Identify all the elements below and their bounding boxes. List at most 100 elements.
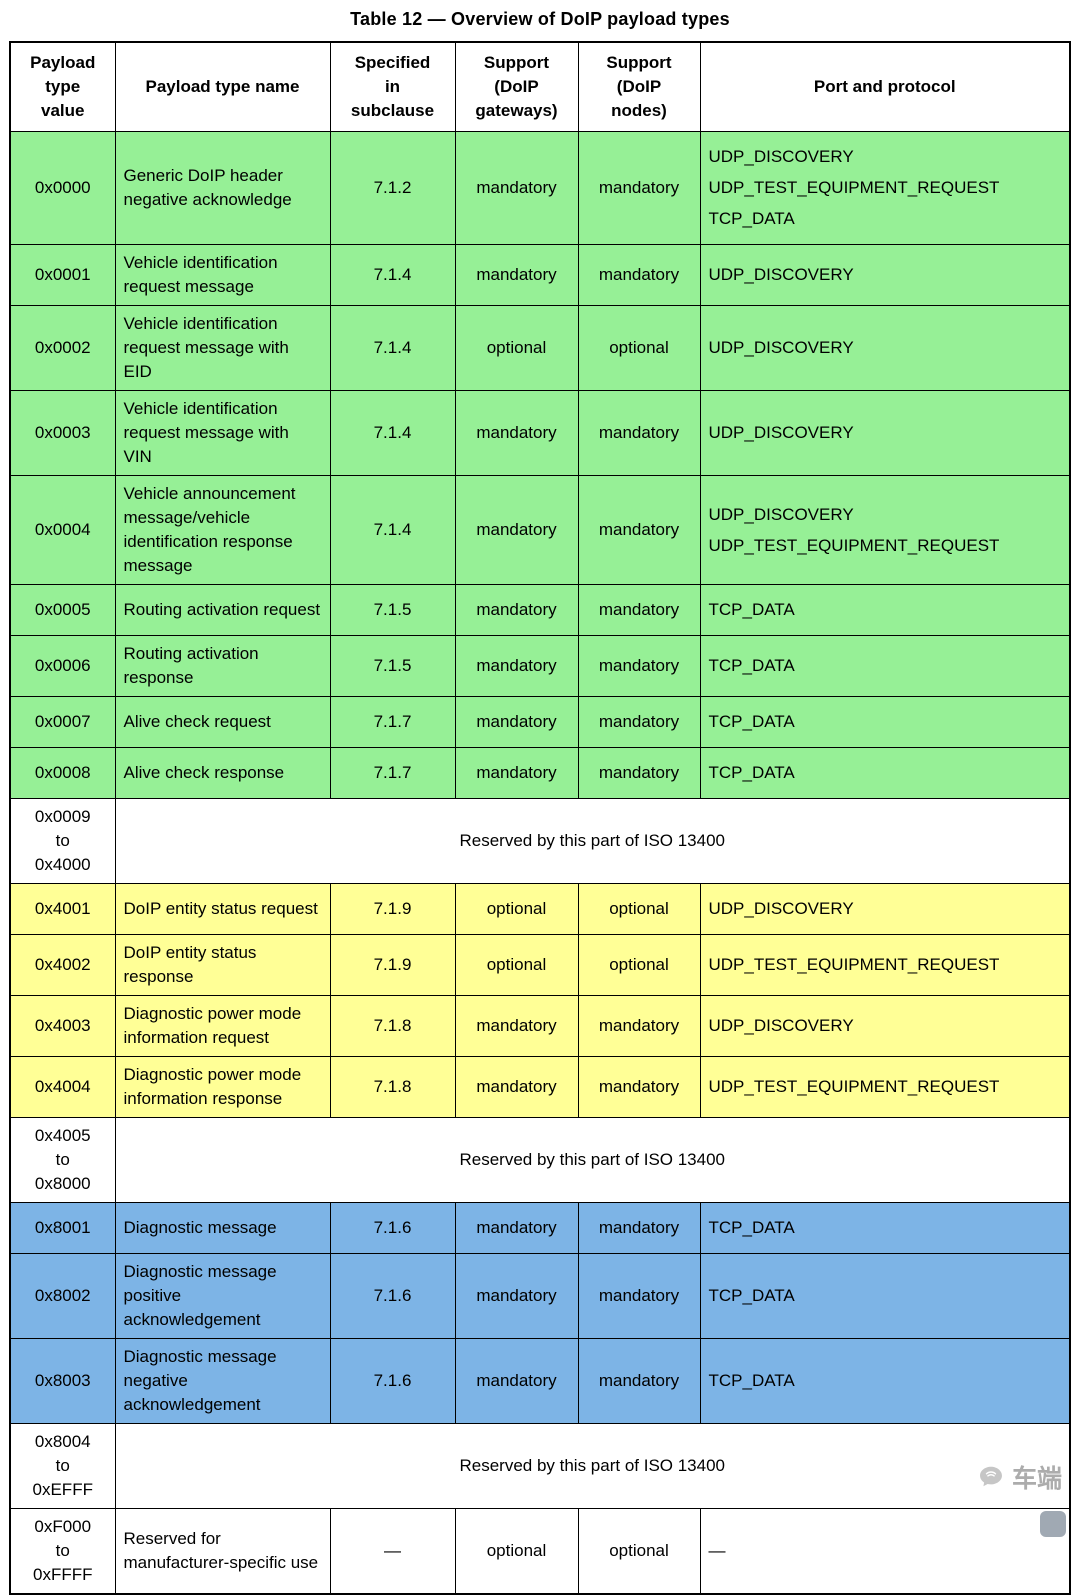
- reserved-cell: Reserved by this part of ISO 13400: [114, 798, 1071, 884]
- port-protocol-entry: UDP_DISCOVERY: [708, 423, 854, 442]
- support-nodes-cell: mandatory: [577, 747, 701, 799]
- subclause-cell: 7.1.6: [329, 1202, 456, 1254]
- wechat-bubble-icon: [977, 1463, 1005, 1491]
- port-protocol-entry: UDP_TEST_EQUIPMENT_REQUEST: [708, 1077, 1000, 1096]
- payload-type-name-cell: Routing activation request: [114, 584, 331, 636]
- payload-type-name-cell: Vehicle identification request message w…: [114, 305, 331, 391]
- support-gateways-cell: mandatory: [454, 696, 579, 748]
- port-protocol-cell: TCP_DATA: [699, 1253, 1071, 1339]
- support-nodes-cell: mandatory: [577, 584, 701, 636]
- subclause-cell: 7.1.5: [329, 584, 456, 636]
- subclause-cell: 7.1.8: [329, 1056, 456, 1118]
- support-nodes-cell: mandatory: [577, 995, 701, 1057]
- table-row: 0x8004 to 0xEFFF Reserved by this part of…: [9, 1423, 1071, 1509]
- port-protocol-cell: UDP_DISCOVERY: [699, 244, 1071, 306]
- table-row: 0x8003 Diagnostic message negative acknow…: [9, 1338, 1071, 1424]
- payload-type-value-cell: 0x0000: [9, 131, 116, 245]
- payload-type-name-cell: Diagnostic message: [114, 1202, 331, 1254]
- support-gateways-cell: mandatory: [454, 475, 579, 585]
- port-protocol-entry: TCP_DATA: [708, 1371, 795, 1390]
- support-gateways-cell: optional: [454, 1508, 579, 1595]
- table-row: 0x4005 to 0x8000 Reserved by this part of…: [9, 1117, 1071, 1203]
- payload-type-name-cell: Routing activation response: [114, 635, 331, 697]
- payload-type-value-cell: 0x0003: [9, 390, 116, 476]
- support-nodes-cell: mandatory: [577, 1056, 701, 1118]
- support-gateways-cell: mandatory: [454, 1202, 579, 1254]
- support-nodes-cell: mandatory: [577, 390, 701, 476]
- port-protocol-cell: UDP_DISCOVERY UDP_TEST_EQUIPMENT_REQUEST T…: [699, 131, 1071, 245]
- subclause-cell: 7.1.6: [329, 1338, 456, 1424]
- payload-type-value-cell: 0x8003: [9, 1338, 116, 1424]
- table-row: 0x4004 Diagnostic power mode information …: [9, 1056, 1071, 1118]
- payload-type-name-cell: Alive check response: [114, 747, 331, 799]
- port-protocol-entry: UDP_DISCOVERY: [708, 147, 854, 166]
- column-header-0: Payload type value: [9, 41, 116, 132]
- subclause-cell: 7.1.8: [329, 995, 456, 1057]
- payload-type-name-cell: Generic DoIP header negative acknowledge: [114, 131, 331, 245]
- support-gateways-cell: mandatory: [454, 584, 579, 636]
- support-gateways-cell: mandatory: [454, 1338, 579, 1424]
- table-row: 0x0007 Alive check request 7.1.7 mandatory m…: [9, 696, 1071, 748]
- payload-type-value-cell: 0x4004: [9, 1056, 116, 1118]
- subclause-cell: 7.1.4: [329, 244, 456, 306]
- port-protocol-cell: TCP_DATA: [699, 635, 1071, 697]
- support-nodes-cell: mandatory: [577, 244, 701, 306]
- support-gateways-cell: mandatory: [454, 390, 579, 476]
- payload-type-name-cell: Reserved for manufacturer-specific use: [114, 1508, 331, 1595]
- support-gateways-cell: mandatory: [454, 635, 579, 697]
- column-header-1: Payload type name: [114, 41, 331, 132]
- payload-type-name-cell: Diagnostic power mode information reques…: [114, 995, 331, 1057]
- reserved-cell: Reserved by this part of ISO 13400: [114, 1117, 1071, 1203]
- payload-type-value-cell: 0x0004: [9, 475, 116, 585]
- payload-type-name-cell: Vehicle identification request message: [114, 244, 331, 306]
- subclause-cell: 7.1.4: [329, 305, 456, 391]
- port-protocol-cell: UDP_DISCOVERY: [699, 390, 1071, 476]
- support-nodes-cell: mandatory: [577, 1253, 701, 1339]
- port-protocol-entry: UDP_DISCOVERY: [708, 265, 854, 284]
- payload-type-value-cell: 0x8002: [9, 1253, 116, 1339]
- table-row: 0x4001 DoIP entity status request 7.1.9 opt…: [9, 883, 1071, 935]
- column-header-4: Support (DoIP nodes): [577, 41, 701, 132]
- port-protocol-entry: UDP_DISCOVERY: [708, 1016, 854, 1035]
- support-nodes-cell: mandatory: [577, 1338, 701, 1424]
- column-header-3: Support (DoIP gateways): [454, 41, 579, 132]
- header-row: Payload type value Payload type name Speci…: [9, 41, 1071, 132]
- payload-type-value-cell: 0x4001: [9, 883, 116, 935]
- port-protocol-cell: TCP_DATA: [699, 696, 1071, 748]
- port-protocol-cell: —: [699, 1508, 1071, 1595]
- payload-type-value-cell: 0x0009 to 0x4000: [9, 798, 116, 884]
- port-protocol-entry: UDP_TEST_EQUIPMENT_REQUEST: [708, 535, 1000, 555]
- subclause-cell: 7.1.4: [329, 475, 456, 585]
- payload-type-name-cell: Diagnostic power mode information respon…: [114, 1056, 331, 1118]
- support-nodes-cell: optional: [577, 934, 701, 996]
- payload-type-name-cell: Diagnostic message positive acknowledgem…: [114, 1253, 331, 1339]
- subclause-cell: 7.1.4: [329, 390, 456, 476]
- partial-watermark-graphic: [1040, 1511, 1066, 1537]
- port-protocol-cell: TCP_DATA: [699, 1202, 1071, 1254]
- support-gateways-cell: optional: [454, 934, 579, 996]
- table-row: 0x0003 Vehicle identification request mes…: [9, 390, 1071, 476]
- table-row: 0x0008 Alive check response 7.1.7 mandatory…: [9, 747, 1071, 799]
- table-row: 0xF000 to 0xFFFF Reserved for manufacture…: [9, 1508, 1071, 1595]
- payload-type-name-cell: Vehicle announcement message/vehicle ide…: [114, 475, 331, 585]
- support-nodes-cell: mandatory: [577, 475, 701, 585]
- port-protocol-cell: UDP_DISCOVERY: [699, 995, 1071, 1057]
- support-gateways-cell: mandatory: [454, 244, 579, 306]
- port-protocol-entry: UDP_DISCOVERY: [708, 899, 854, 918]
- watermark-text: 车端: [1011, 1465, 1062, 1493]
- payload-type-value-cell: 0x0006: [9, 635, 116, 697]
- watermark: 车端: [977, 1459, 1062, 1495]
- table-row: 0x8001 Diagnostic message 7.1.6 mandatory ma…: [9, 1202, 1071, 1254]
- support-gateways-cell: mandatory: [454, 747, 579, 799]
- subclause-cell: 7.1.6: [329, 1253, 456, 1339]
- support-gateways-cell: mandatory: [454, 131, 579, 245]
- column-header-5: Port and protocol: [699, 41, 1071, 132]
- doip-payload-table: Payload type value Payload type name Speci…: [9, 41, 1071, 1595]
- support-gateways-cell: mandatory: [454, 1056, 579, 1118]
- payload-type-value-cell: 0xF000 to 0xFFFF: [9, 1508, 116, 1595]
- payload-type-value-cell: 0x0001: [9, 244, 116, 306]
- subclause-cell: —: [329, 1508, 456, 1595]
- port-protocol-cell: UDP_DISCOVERY: [699, 305, 1071, 391]
- port-protocol-entry: TCP_DATA: [708, 656, 795, 675]
